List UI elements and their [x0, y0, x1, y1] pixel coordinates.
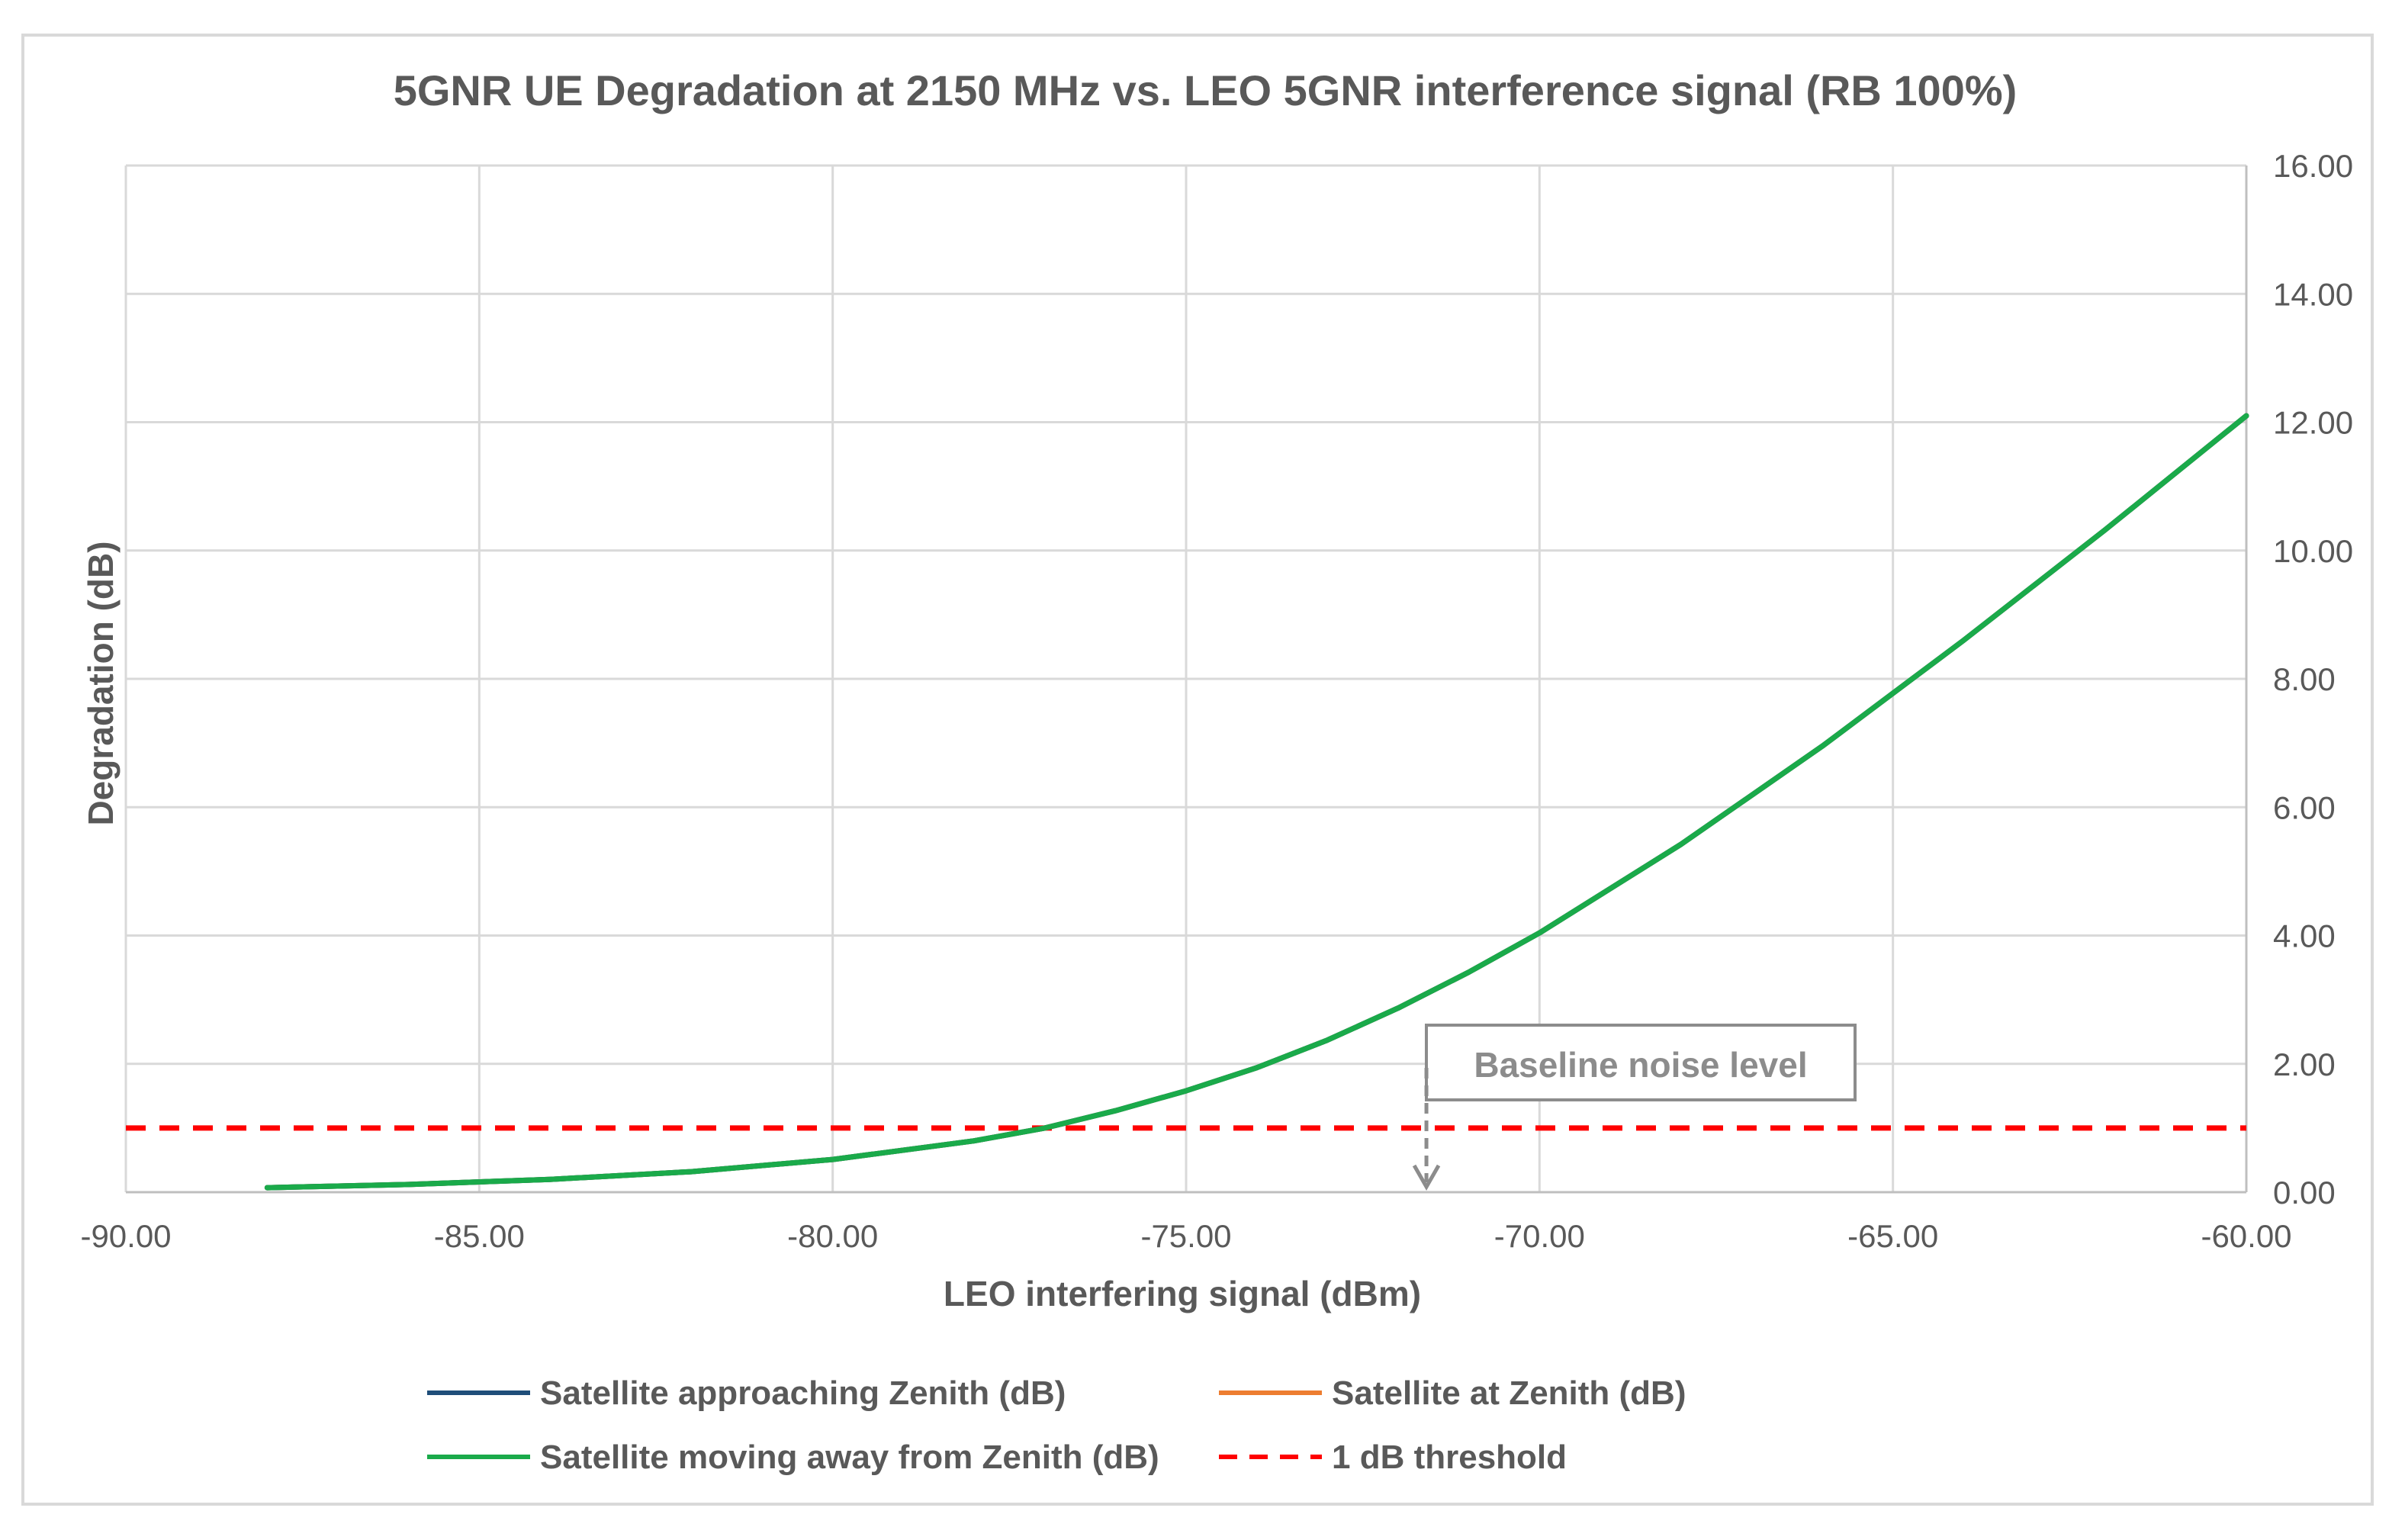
chart-frame	[21, 34, 2374, 1506]
series-line-satellite-at-zenith-db	[264, 413, 2249, 1191]
x-tick-label: -70.00	[1494, 1218, 1585, 1254]
x-tick-label: -85.00	[434, 1218, 525, 1254]
legend: Satellite approaching Zenith (dB) Satelli…	[427, 1374, 1686, 1476]
y-tick-label: 8.00	[2273, 661, 2336, 697]
x-axis-label: LEO interfering signal (dBm)	[944, 1274, 1421, 1313]
series-line-satellite-moving-away-from-zenith-db	[264, 413, 2249, 1191]
y-tick-labels: 0.00 2.00 4.00 6.00 8.00 10.00 12.00 14.00 16.00	[2273, 148, 2353, 1210]
legend-label-satellite-at-zenith-db: Satellite at Zenith (dB)	[1332, 1374, 1686, 1412]
legend-label-1-db-threshold: 1 dB threshold	[1332, 1439, 1567, 1476]
y-tick-label: 0.00	[2273, 1175, 2336, 1210]
x-tick-label: -80.00	[787, 1218, 878, 1254]
x-tick-label: -90.00	[80, 1218, 171, 1254]
y-tick-label: 4.00	[2273, 918, 2336, 954]
y-tick-label: 14.00	[2273, 276, 2353, 312]
x-tick-label: -60.00	[2201, 1218, 2291, 1254]
series-line-satellite-approaching-zenith-db	[264, 413, 2249, 1191]
callout-text: Baseline noise level	[1474, 1045, 1807, 1085]
x-tick-label: -75.00	[1140, 1218, 1231, 1254]
x-tick-label: -65.00	[1847, 1218, 1938, 1254]
data-series	[126, 413, 2249, 1191]
y-axis-label: Degradation (dB)	[81, 541, 121, 825]
y-tick-label: 2.00	[2273, 1046, 2336, 1082]
gridlines	[124, 164, 2248, 1192]
chart-title: 5GNR UE Degradation at 2150 MHz vs. LEO …	[394, 66, 2018, 114]
annotation-baseline-noise: Baseline noise level	[1412, 1024, 1857, 1191]
x-tick-labels: -90.00 -85.00 -80.00 -75.00 -70.00 -65.00 -60.…	[80, 1218, 2291, 1254]
y-tick-label: 6.00	[2273, 789, 2336, 825]
callout-arrow-head	[1412, 1164, 1441, 1191]
legend-label-satellite-moving-away-from-zenith-db: Satellite moving away from Zenith (dB)	[540, 1439, 1159, 1476]
y-tick-label: 12.00	[2273, 405, 2353, 441]
axes	[126, 166, 2248, 1194]
callout-box	[1425, 1024, 1857, 1101]
y-tick-label: 16.00	[2273, 148, 2353, 184]
legend-label-satellite-approaching-zenith-db: Satellite approaching Zenith (dB)	[540, 1374, 1066, 1412]
y-tick-label: 10.00	[2273, 533, 2353, 569]
